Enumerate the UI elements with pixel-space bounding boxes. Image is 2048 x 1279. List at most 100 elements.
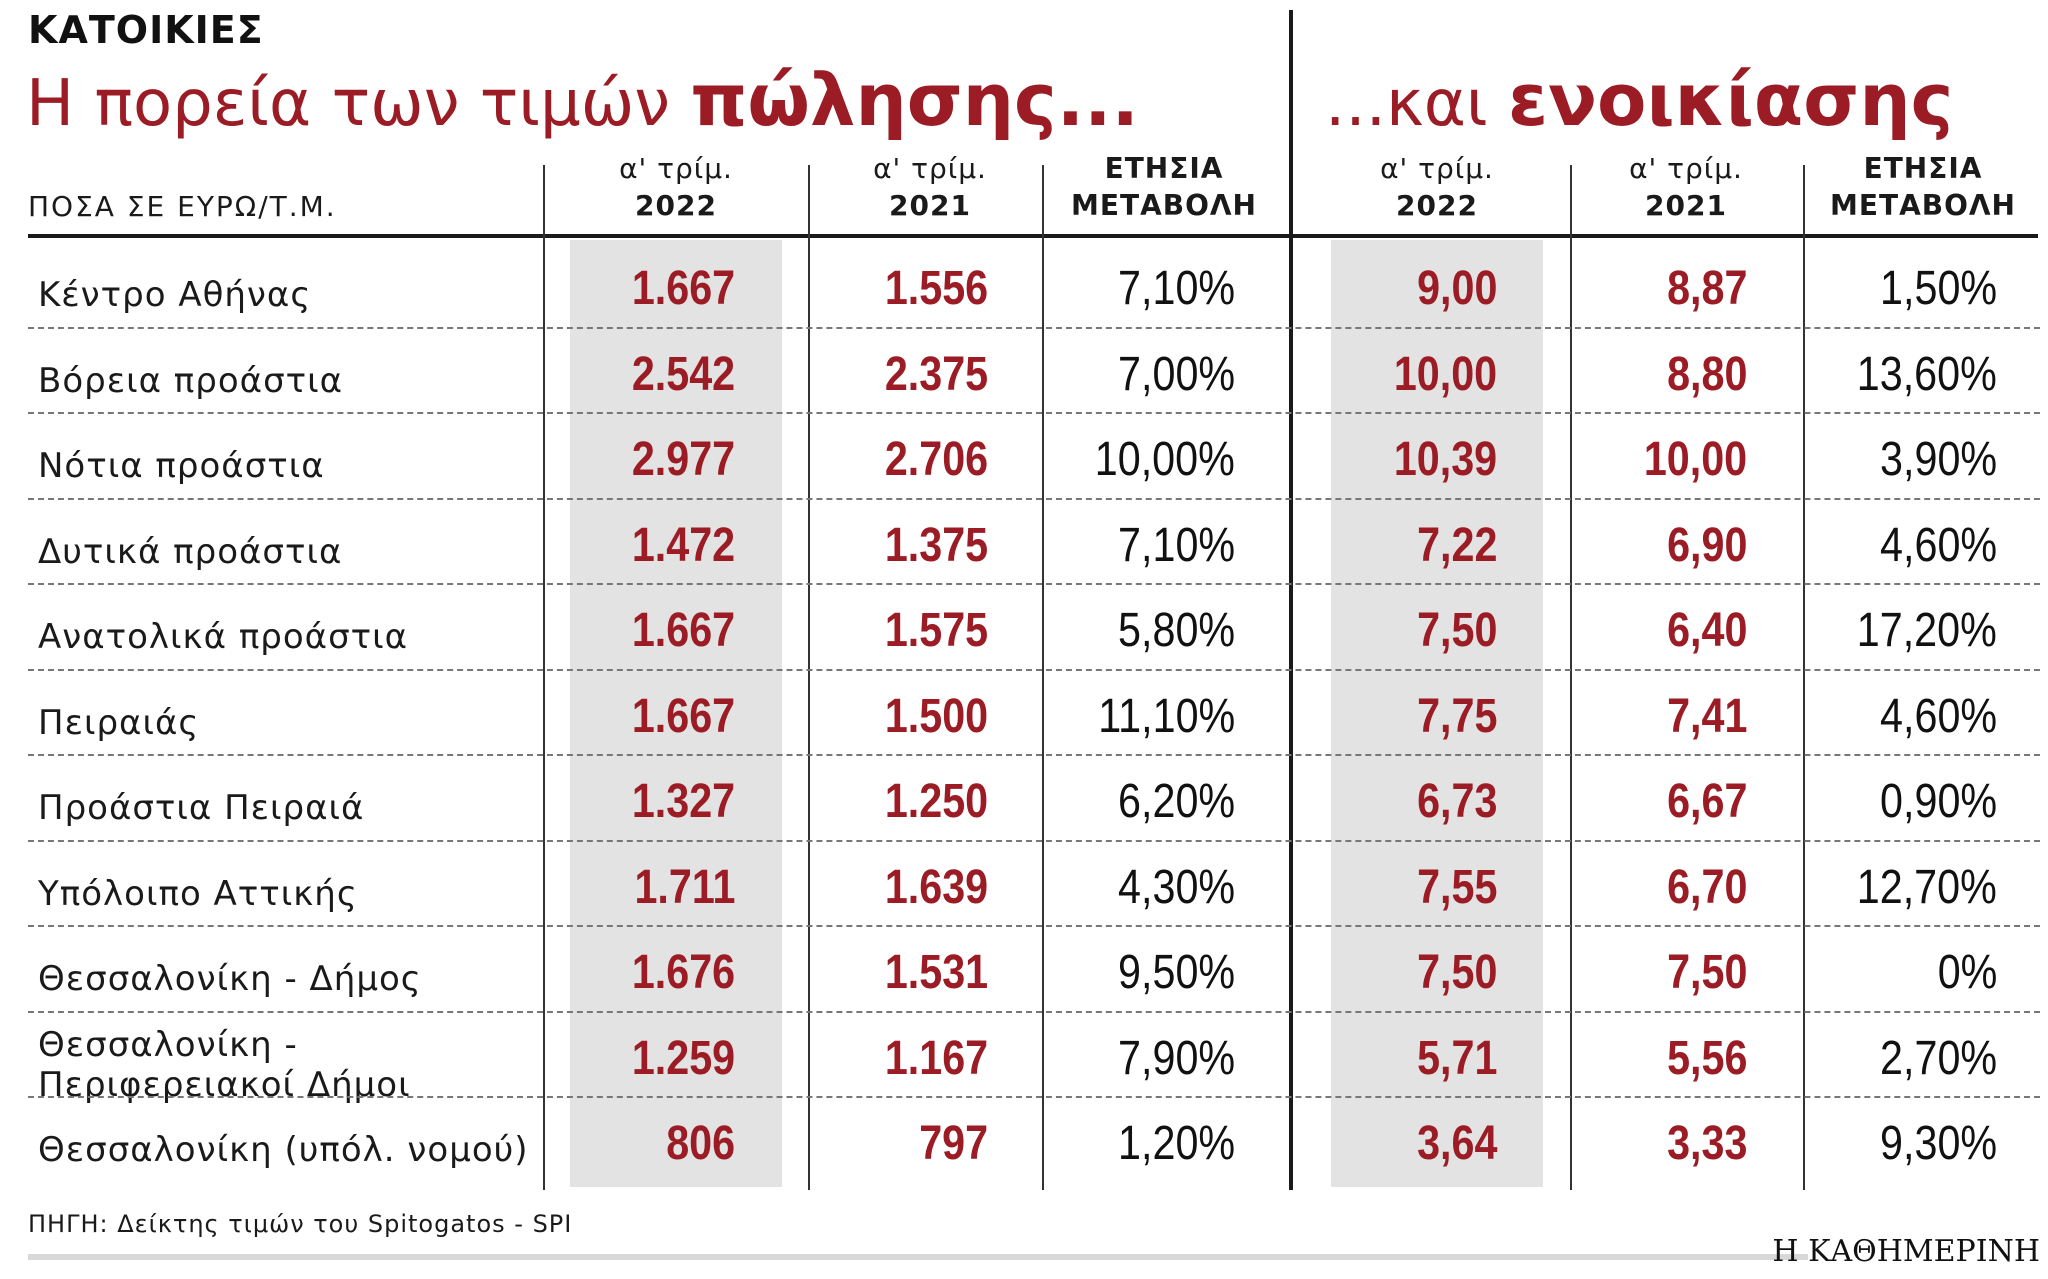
row-separator — [28, 1096, 2040, 1098]
header-rent-2021: α' τρίμ. 2021 — [1586, 150, 1786, 224]
cell-sale-2021: 1.500 — [884, 689, 988, 743]
col-separator — [543, 165, 545, 1190]
cell-rent-2022: 7,22 — [1416, 518, 1497, 572]
cell-sale-change: 10,00% — [1094, 433, 1235, 486]
row-separator — [28, 1010, 2040, 1013]
shade-sale-2022 — [570, 240, 782, 1187]
units-label: ΠΟΣΑ ΣΕ ΕΥΡΩ/Τ.Μ. — [28, 190, 337, 223]
header-sale-2022-line1: α' τρίμ. — [619, 152, 733, 185]
cell-rent-change: 4,60% — [1879, 689, 1997, 743]
col-separator — [808, 165, 810, 1190]
header-rent-change: ΕΤΗΣΙΑ ΜΕΤΑΒΟΛΗ — [1806, 150, 2040, 224]
cell-rent-2021: 7,41 — [1666, 689, 1747, 743]
cell-sale-change: 6,20% — [1117, 775, 1235, 828]
cell-sale-change: 4,30% — [1117, 860, 1235, 914]
cell-sale-change: 7,10% — [1117, 518, 1235, 572]
cell-rent-2022: 10,00 — [1393, 347, 1497, 401]
cell-sale-change: 11,10% — [1098, 689, 1235, 743]
title-sales-bold: πώλησης... — [690, 58, 1139, 142]
row-label: Ανατολικά προάστια — [38, 617, 409, 657]
cell-rent-2022: 7,55 — [1416, 860, 1497, 914]
row-label: Θεσσαλονίκη - Δήμος — [38, 959, 422, 999]
kicker-label: ΚΑΤΟΙΚΙΕΣ — [28, 8, 264, 52]
cell-sale-2022: 2.977 — [631, 433, 735, 486]
row-separator — [28, 583, 2040, 585]
source-note: ΠΗΓΗ: Δείκτης τιμών του Spitogatos - SPI — [28, 1210, 573, 1238]
shade-rent-2022 — [1331, 240, 1543, 1187]
header-sale-2021: α' τρίμ. 2021 — [830, 150, 1030, 224]
row-label: Βόρεια προάστια — [38, 360, 344, 401]
brand-logo: Η ΚΑΘΗΜΕΡΙΝΗ — [1772, 1234, 2040, 1269]
col-separator — [1042, 165, 1044, 1190]
cell-sale-2021: 797 — [919, 1117, 988, 1170]
cell-rent-2021: 10,00 — [1643, 433, 1747, 486]
title-sales-pre: Η πορεία των τιμών — [26, 67, 691, 141]
header-rent-change-line2: ΜΕΤΑΒΟΛΗ — [1829, 189, 2016, 222]
cell-rent-2021: 6,70 — [1666, 860, 1747, 914]
row-label: Νότια προάστια — [38, 446, 325, 486]
header-sale-change: ΕΤΗΣΙΑ ΜΕΤΑΒΟΛΗ — [1044, 150, 1284, 224]
header-rent-2022-line1: α' τρίμ. — [1380, 152, 1494, 185]
cell-rent-2021: 6,67 — [1666, 775, 1747, 828]
row-label: Υπόλοιπο Αττικής — [38, 873, 358, 914]
cell-rent-change: 3,90% — [1879, 433, 1997, 486]
cell-sale-change: 7,10% — [1117, 262, 1235, 315]
cell-rent-2022: 7,50 — [1416, 604, 1497, 657]
cell-sale-2021: 1.556 — [884, 262, 988, 315]
cell-rent-2022: 3,64 — [1416, 1117, 1497, 1170]
cell-rent-change: 2,70% — [1879, 1031, 1997, 1085]
header-sale-2021-line1: α' τρίμ. — [873, 152, 987, 185]
row-separator — [28, 925, 2040, 927]
header-sale-2021-line2: 2021 — [889, 189, 971, 222]
cell-rent-2022: 10,39 — [1393, 433, 1497, 486]
cell-sale-2021: 1.167 — [884, 1031, 988, 1085]
cell-sale-2022: 1.667 — [631, 262, 735, 315]
cell-sale-2022: 1.327 — [631, 775, 735, 828]
header-rule-right — [1293, 234, 2038, 238]
row-separator — [28, 497, 2040, 500]
cell-sale-2022: 1.667 — [631, 604, 735, 657]
row-label: Κέντρο Αθήνας — [38, 275, 312, 315]
cell-sale-2022: 2.542 — [631, 347, 735, 401]
header-sale-2022: α' τρίμ. 2022 — [576, 150, 776, 224]
cell-sale-2022: 1.472 — [631, 518, 735, 572]
cell-sale-2022: 1.711 — [633, 860, 735, 914]
cell-rent-change: 9,30% — [1879, 1117, 1997, 1170]
cell-rent-change: 17,20% — [1856, 604, 1997, 657]
cell-sale-change: 7,00% — [1117, 347, 1235, 401]
cell-rent-2021: 6,40 — [1666, 604, 1747, 657]
header-rent-2021-line2: 2021 — [1645, 189, 1727, 222]
cell-rent-2021: 3,33 — [1666, 1117, 1747, 1170]
cell-sale-2021: 2.375 — [884, 347, 988, 401]
cell-rent-change: 4,60% — [1879, 518, 1997, 572]
col-separator — [1803, 165, 1805, 1190]
title-rent: ...και ενοικίασης — [1325, 58, 1953, 142]
cell-rent-2022: 5,71 — [1416, 1031, 1497, 1085]
cell-rent-2022: 7,50 — [1416, 946, 1497, 999]
cell-sale-2021: 1.531 — [884, 946, 988, 999]
cell-sale-2021: 1.639 — [884, 860, 988, 914]
cell-sale-change: 7,90% — [1117, 1031, 1235, 1085]
cell-rent-2022: 7,75 — [1416, 689, 1497, 743]
header-rent-change-line1: ΕΤΗΣΙΑ — [1863, 152, 1983, 185]
header-sale-change-line2: ΜΕΤΑΒΟΛΗ — [1070, 189, 1257, 222]
cell-rent-2021: 8,87 — [1666, 262, 1747, 315]
row-label: Θεσσαλονίκη (υπόλ. νομού) — [38, 1130, 529, 1170]
title-rent-pre: ...και — [1325, 67, 1508, 141]
cell-sale-2022: 1.676 — [631, 946, 735, 999]
footer-bar — [28, 1254, 1808, 1260]
col-separator — [1570, 165, 1572, 1190]
cell-sale-2021: 2.706 — [884, 433, 988, 486]
title-sales: Η πορεία των τιμών πώλησης... — [26, 58, 1139, 142]
cell-sale-change: 5,80% — [1117, 604, 1235, 657]
row-label: Πειραιάς — [38, 702, 200, 743]
cell-sale-change: 1,20% — [1117, 1117, 1235, 1170]
row-separator — [28, 412, 2040, 414]
cell-rent-2021: 5,56 — [1666, 1031, 1747, 1085]
row-separator — [28, 326, 2040, 329]
cell-rent-change: 1,50% — [1879, 262, 1997, 315]
cell-sale-change: 9,50% — [1117, 946, 1235, 999]
header-sale-change-line1: ΕΤΗΣΙΑ — [1104, 152, 1224, 185]
header-rent-2021-line1: α' τρίμ. — [1629, 152, 1743, 185]
cell-sale-2022: 1.667 — [631, 689, 735, 743]
